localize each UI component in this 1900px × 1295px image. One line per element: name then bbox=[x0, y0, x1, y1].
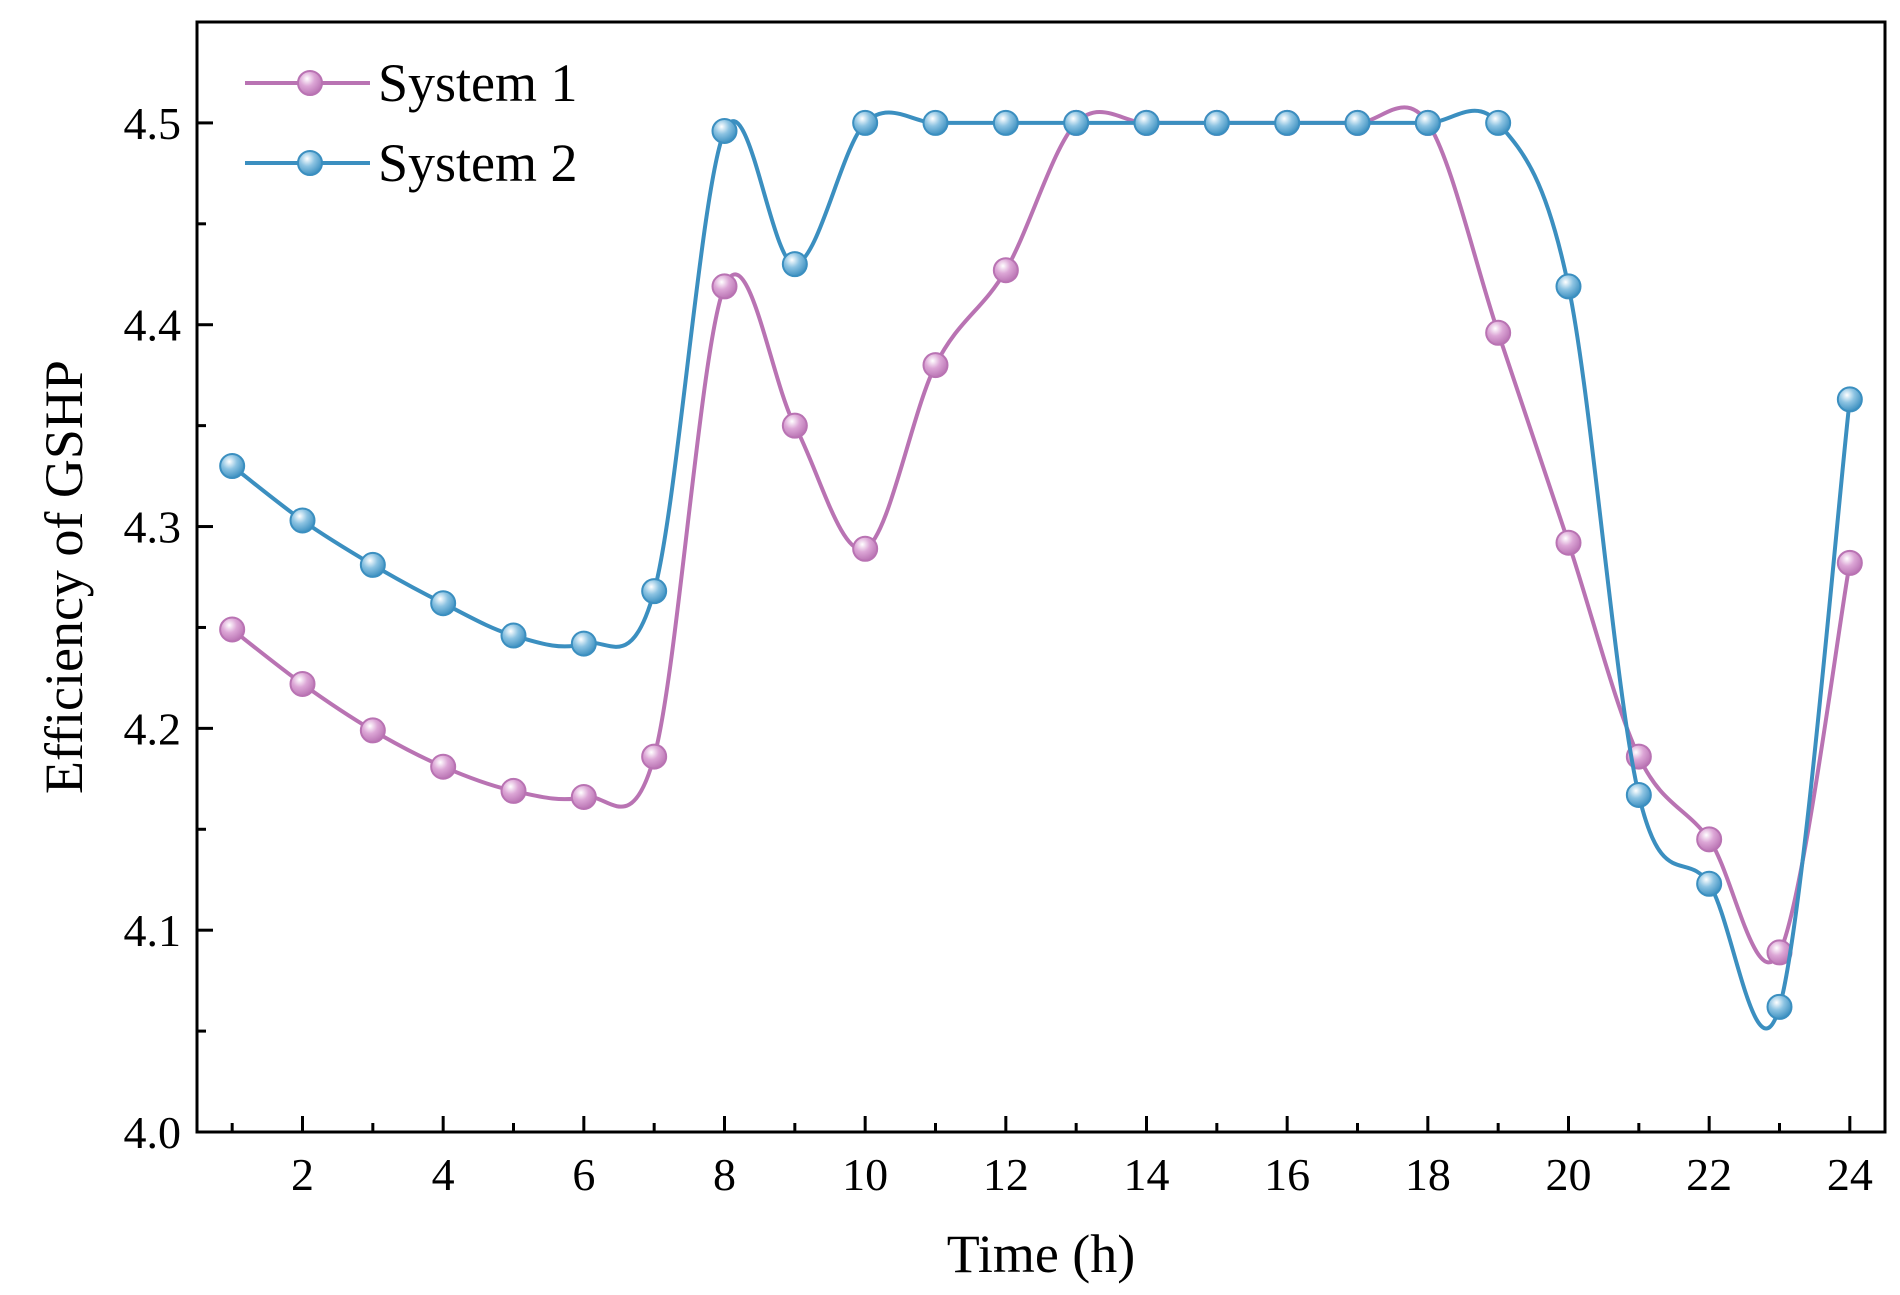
series-2-point bbox=[430, 590, 457, 617]
series-1-line bbox=[230, 105, 1852, 965]
series-1-legend-label: System 1 bbox=[378, 53, 578, 113]
series-2-point bbox=[1414, 109, 1441, 136]
series-1-point bbox=[852, 535, 879, 562]
series-2-point bbox=[1485, 109, 1512, 136]
series-1-point bbox=[781, 412, 808, 439]
x-axis-title: Time (h) bbox=[947, 1224, 1136, 1284]
y-tick-label: 4.2 bbox=[124, 703, 182, 754]
series-1-point bbox=[641, 743, 668, 770]
series-1-point bbox=[219, 616, 246, 643]
series-2-point bbox=[992, 109, 1019, 136]
x-tick-label: 14 bbox=[1124, 1149, 1170, 1200]
series-2-point bbox=[852, 109, 879, 136]
series-2-point bbox=[500, 622, 527, 649]
series-2-point bbox=[1274, 109, 1301, 136]
y-tick-label: 4.1 bbox=[124, 905, 182, 956]
series-2-legend-marker bbox=[297, 150, 323, 176]
x-tick-label: 18 bbox=[1405, 1149, 1451, 1200]
y-tick-label: 4.5 bbox=[124, 98, 182, 149]
x-tick-label: 8 bbox=[713, 1149, 736, 1200]
x-tick-label: 16 bbox=[1264, 1149, 1310, 1200]
series-2-point bbox=[1696, 870, 1723, 897]
plot-frame bbox=[195, 20, 1887, 1134]
y-tick-label: 4.3 bbox=[124, 502, 182, 553]
series-2-point bbox=[1133, 109, 1160, 136]
series-2-point bbox=[922, 109, 949, 136]
x-tick-label: 22 bbox=[1686, 1149, 1732, 1200]
series-1-point bbox=[1555, 529, 1582, 556]
x-tick-label: 12 bbox=[983, 1149, 1029, 1200]
series-2-point bbox=[1625, 781, 1652, 808]
legend: System 1 System 2 bbox=[245, 53, 578, 193]
series-1 bbox=[219, 105, 1863, 966]
series-2-point bbox=[219, 453, 246, 479]
series-2-point bbox=[641, 578, 668, 605]
series-1-legend-marker bbox=[297, 70, 323, 96]
series-2-point bbox=[781, 251, 808, 278]
series-layer bbox=[219, 105, 1863, 1031]
series-1-point bbox=[500, 777, 527, 804]
series-1-point bbox=[430, 753, 457, 780]
series-2-point bbox=[1344, 109, 1371, 136]
series-1-point bbox=[1696, 826, 1723, 853]
series-1-point bbox=[992, 257, 1019, 284]
series-2-legend-label: System 2 bbox=[378, 133, 578, 193]
series-2-point bbox=[1766, 993, 1793, 1020]
series-1-point bbox=[570, 783, 597, 810]
x-tick-label: 4 bbox=[432, 1149, 455, 1200]
series-2-line bbox=[230, 108, 1852, 1031]
y-axis-ticks: 4.0 4.1 4.2 4.3 4.4 4.5 bbox=[124, 98, 213, 1158]
series-2-point bbox=[570, 630, 597, 657]
series-2-point bbox=[1203, 109, 1230, 136]
series-1-point bbox=[922, 352, 949, 379]
x-axis-ticks: 2 4 6 8 10 12 14 16 18 20 22 24 bbox=[230, 1116, 1873, 1200]
series-2 bbox=[219, 108, 1863, 1031]
series-1-point bbox=[359, 717, 386, 744]
series-2-point bbox=[359, 551, 386, 578]
series-1-point bbox=[1836, 549, 1863, 576]
x-tick-label: 24 bbox=[1827, 1149, 1873, 1200]
x-tick-label: 6 bbox=[572, 1149, 595, 1200]
series-2-point bbox=[289, 507, 316, 534]
y-tick-label: 4.4 bbox=[124, 300, 182, 351]
series-2-point bbox=[1063, 109, 1090, 136]
y-axis-title: Efficiency of GSHP bbox=[34, 360, 94, 794]
series-2-point bbox=[711, 117, 738, 144]
x-tick-label: 20 bbox=[1546, 1149, 1592, 1200]
series-1-point bbox=[289, 670, 316, 697]
y-tick-label: 4.0 bbox=[124, 1107, 182, 1158]
x-tick-label: 2 bbox=[291, 1149, 314, 1200]
series-1-point bbox=[711, 273, 738, 300]
series-2-point bbox=[1836, 386, 1863, 413]
x-tick-label: 10 bbox=[842, 1149, 888, 1200]
series-2-point bbox=[1555, 273, 1582, 300]
series-1-point bbox=[1485, 319, 1512, 346]
